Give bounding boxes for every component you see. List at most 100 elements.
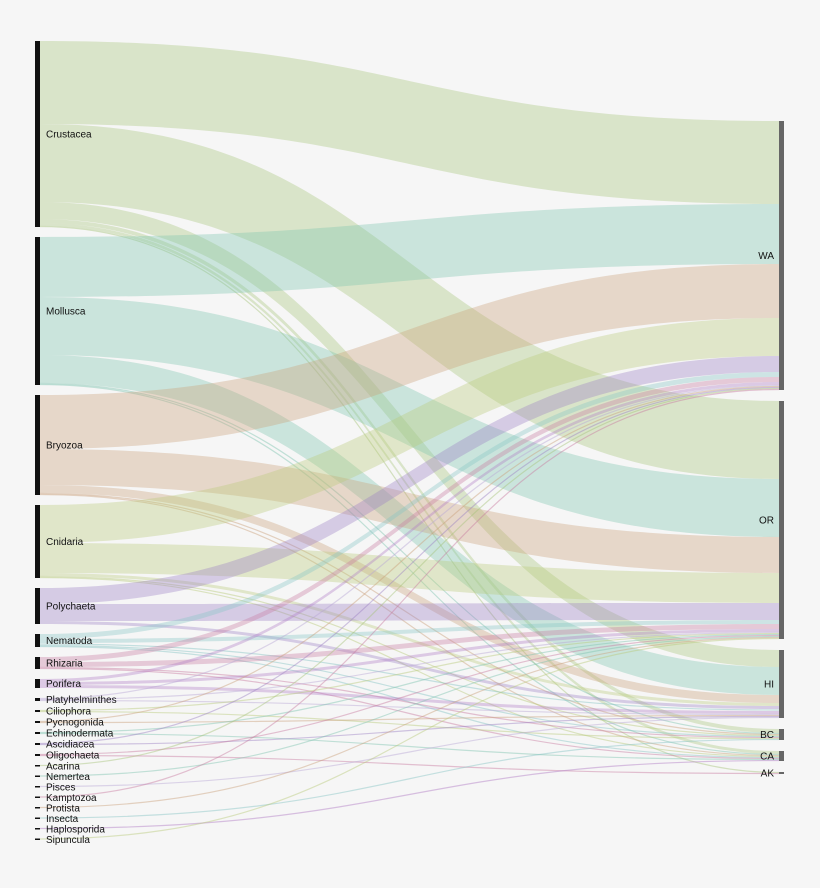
link-cnidaria-to-bc bbox=[39, 575, 780, 737]
source-node-bar-protista bbox=[35, 807, 40, 809]
link-ciliophora-to-or bbox=[39, 632, 780, 712]
source-node-label-sipuncula: Sipuncula bbox=[46, 835, 90, 846]
link-insecta-to-bc bbox=[39, 738, 780, 819]
source-node-label-crustacea: Crustacea bbox=[46, 130, 92, 141]
link-haplosporida-to-ca bbox=[39, 759, 780, 830]
link-nemertea-to-or bbox=[39, 635, 780, 777]
source-node-bar-ascidiacea bbox=[35, 743, 40, 745]
source-node-label-acarina: Acarina bbox=[46, 761, 80, 772]
link-platyhelminthes-to-wa bbox=[39, 384, 780, 700]
target-node-bars bbox=[779, 121, 784, 774]
source-node-label-polychaeta: Polychaeta bbox=[46, 602, 96, 613]
link-mollusca-to-wa bbox=[40, 204, 779, 297]
link-echinodermata-to-ca bbox=[39, 732, 780, 761]
target-node-label-or: OR bbox=[759, 516, 774, 527]
source-node-label-porifera: Porifera bbox=[46, 679, 81, 690]
link-mollusca-to-or bbox=[40, 297, 779, 537]
source-node-bar-pisces bbox=[35, 786, 40, 788]
link-ascidiacea-to-hi bbox=[39, 715, 780, 746]
source-node-label-insecta: Insecta bbox=[46, 814, 79, 825]
link-bryozoa-to-wa bbox=[40, 264, 779, 449]
link-crustacea-to-hi bbox=[40, 202, 779, 667]
link-cnidaria-to-ca bbox=[39, 576, 780, 758]
source-node-bar-insecta bbox=[35, 817, 40, 819]
link-kamptozoa-to-wa bbox=[39, 388, 780, 798]
link-cnidaria-to-wa bbox=[40, 318, 779, 543]
link-nematoda-to-bc bbox=[39, 644, 780, 738]
link-platyhelminthes-to-hi bbox=[39, 699, 780, 716]
link-crustacea-to-wa bbox=[40, 41, 779, 204]
source-node-bar-kamptozoa bbox=[35, 796, 40, 798]
source-node-label-oligochaeta: Oligochaeta bbox=[46, 751, 100, 762]
source-node-bar-crustacea bbox=[35, 41, 40, 227]
link-porifera-to-wa bbox=[40, 382, 779, 682]
link-nematoda-to-or bbox=[40, 620, 779, 643]
link-pycnogonida-to-hi bbox=[39, 714, 780, 724]
source-node-bar-cnidaria bbox=[35, 505, 40, 578]
link-polychaeta-to-wa bbox=[40, 356, 779, 604]
link-nematoda-to-ca bbox=[39, 645, 780, 759]
target-node-label-ca: CA bbox=[760, 752, 774, 763]
source-node-bars bbox=[35, 41, 40, 840]
link-ciliophora-to-bc bbox=[39, 710, 780, 740]
source-node-bar-ciliophora bbox=[35, 710, 40, 712]
source-node-bar-echinodermata bbox=[35, 732, 40, 734]
link-cnidaria-to-or bbox=[40, 543, 779, 603]
link-polychaeta-to-hi bbox=[40, 621, 779, 709]
source-node-label-ciliophora: Ciliophora bbox=[46, 707, 91, 718]
link-porifera-to-or bbox=[40, 629, 779, 685]
source-node-label-bryozoa: Bryozoa bbox=[46, 441, 83, 452]
flow-links bbox=[39, 41, 780, 840]
link-rhizaria-to-wa bbox=[40, 377, 779, 662]
link-pycnogonida-to-wa bbox=[39, 385, 780, 723]
node-labels: Crustacea Mollusca Bryozoa Cnidaria Polychae… bbox=[46, 130, 774, 846]
target-node-bar-or bbox=[779, 401, 784, 639]
source-node-bar-haplosporida bbox=[35, 828, 40, 830]
link-sipuncula-to-or bbox=[39, 637, 780, 840]
source-node-label-ascidiacea: Ascidiacea bbox=[46, 740, 95, 751]
target-node-label-hi: HI bbox=[764, 680, 774, 691]
link-platyhelminthes-to-or bbox=[39, 631, 780, 701]
target-node-label-bc: BC bbox=[760, 730, 774, 741]
link-mollusca-to-bc bbox=[39, 382, 780, 735]
link-bryozoa-to-bc bbox=[39, 492, 780, 736]
link-cnidaria-to-hi bbox=[40, 573, 779, 706]
target-node-bar-wa bbox=[779, 121, 784, 390]
source-node-bar-oligochaeta bbox=[35, 754, 40, 756]
source-node-label-pycnogonida: Pycnogonida bbox=[46, 718, 104, 729]
link-crustacea-to-or bbox=[40, 124, 779, 479]
target-node-bar-hi bbox=[779, 650, 784, 718]
link-oligochaeta-to-ak bbox=[39, 754, 780, 775]
link-acarina-to-wa bbox=[39, 387, 780, 767]
source-node-bar-sipuncula bbox=[35, 838, 40, 840]
target-node-bar-ak bbox=[779, 772, 784, 774]
link-mollusca-to-ca bbox=[39, 383, 780, 756]
source-node-label-cnidaria: Cnidaria bbox=[46, 537, 84, 548]
link-rhizaria-to-or bbox=[40, 624, 779, 667]
link-nematoda-to-wa bbox=[40, 372, 779, 639]
link-echinodermata-to-or bbox=[39, 633, 780, 734]
source-node-bar-mollusca bbox=[35, 237, 40, 385]
source-node-bar-nemertea bbox=[35, 775, 40, 777]
link-protista-to-or bbox=[39, 636, 780, 809]
source-node-label-rhizaria: Rhizaria bbox=[46, 659, 83, 670]
source-node-bar-bryozoa bbox=[35, 395, 40, 495]
source-node-label-pisces: Pisces bbox=[46, 782, 75, 793]
source-node-label-haplosporida: Haplosporida bbox=[46, 824, 105, 835]
target-node-label-ak: AK bbox=[761, 769, 775, 780]
source-node-label-mollusca: Mollusca bbox=[46, 307, 86, 318]
source-node-bar-rhizaria bbox=[35, 657, 40, 669]
source-node-label-protista: Protista bbox=[46, 803, 80, 814]
link-crustacea-to-ak bbox=[39, 225, 780, 774]
link-nematoda-to-hi bbox=[39, 643, 780, 711]
target-node-label-wa: WA bbox=[758, 251, 774, 262]
link-ascidiacea-to-wa bbox=[39, 386, 780, 745]
link-crustacea-to-bc bbox=[40, 219, 779, 733]
target-node-bar-ca bbox=[779, 751, 784, 761]
source-node-label-echinodermata: Echinodermata bbox=[46, 729, 114, 740]
source-node-bar-polychaeta bbox=[35, 588, 40, 624]
link-bryozoa-to-or bbox=[40, 449, 779, 573]
source-node-label-platyhelminthes: Platyhelminthes bbox=[46, 695, 117, 706]
